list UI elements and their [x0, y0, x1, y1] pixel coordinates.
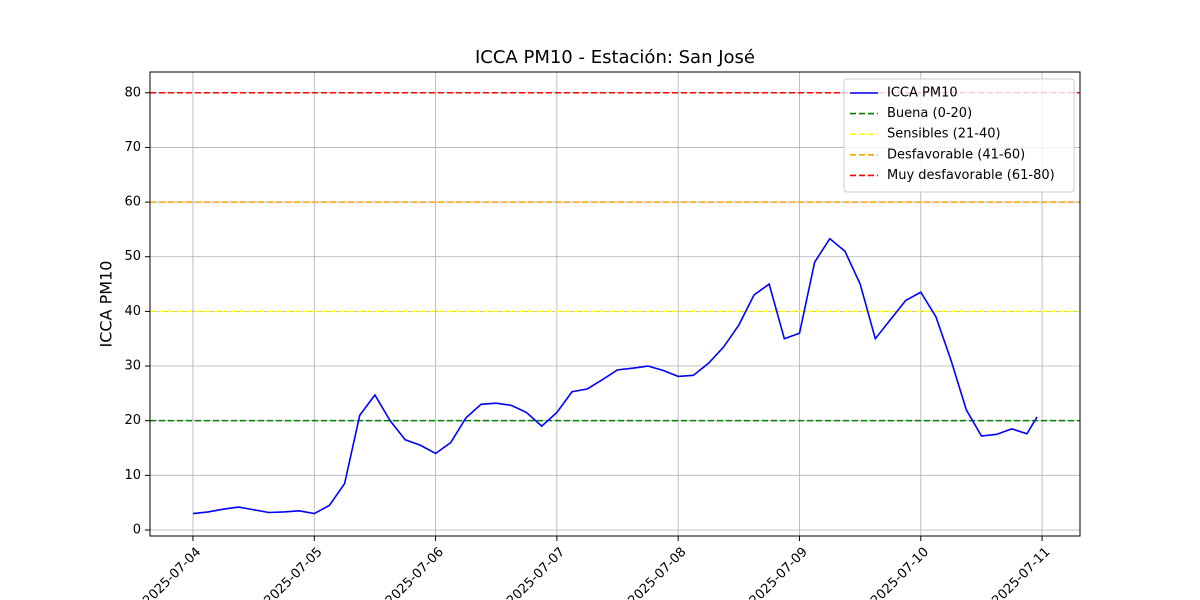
y-tick-label: 10 — [124, 468, 141, 483]
x-tick-label: 2025-07-09 — [747, 545, 811, 600]
legend: ICCA PM10 Buena (0-20) Sensibles (21-40) De… — [843, 78, 1075, 193]
y-tick-label: 70 — [124, 140, 141, 155]
x-tick-label: 2025-07-04 — [140, 545, 204, 600]
y-tick-label: 30 — [124, 359, 141, 374]
legend-label: Buena (0-20) — [887, 106, 972, 121]
x-tick-label: 2025-07-05 — [262, 545, 326, 600]
y-tick-label: 20 — [124, 413, 141, 428]
x-tick-label: 2025-07-06 — [383, 545, 447, 600]
chart-title: ICCA PM10 - Estación: San José — [475, 47, 755, 68]
y-axis-label: ICCA PM10 — [97, 261, 116, 348]
x-tick-label: 2025-07-07 — [504, 545, 568, 600]
legend-label: Sensibles (21-40) — [887, 127, 1001, 142]
y-tick-label: 60 — [124, 195, 141, 210]
x-tick-label: 2025-07-11 — [989, 545, 1053, 600]
legend-box — [843, 78, 1075, 193]
x-tick-label: 2025-07-10 — [868, 545, 932, 600]
plot-frame — [149, 71, 1081, 537]
legend-label: ICCA PM10 — [887, 86, 958, 101]
y-tick-label: 80 — [124, 85, 141, 100]
data-line — [192, 237, 1038, 515]
y-tick-label: 0 — [133, 522, 141, 537]
legend-label: Desfavorable (41-60) — [887, 147, 1025, 162]
legend-label: Muy desfavorable (61-80) — [887, 168, 1055, 183]
y-tick-label: 50 — [124, 249, 141, 264]
x-tick-label: 2025-07-08 — [625, 545, 689, 600]
y-tick-label: 40 — [124, 304, 141, 319]
